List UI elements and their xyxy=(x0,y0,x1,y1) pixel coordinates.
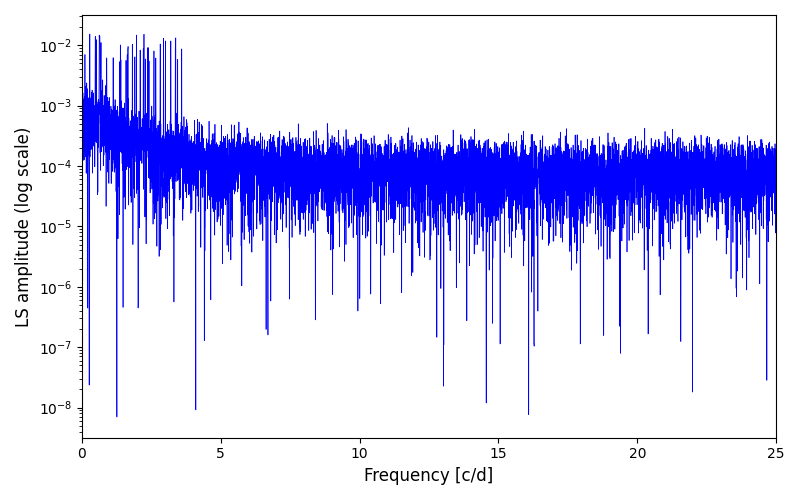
X-axis label: Frequency [c/d]: Frequency [c/d] xyxy=(364,467,494,485)
Y-axis label: LS amplitude (log scale): LS amplitude (log scale) xyxy=(15,126,33,326)
